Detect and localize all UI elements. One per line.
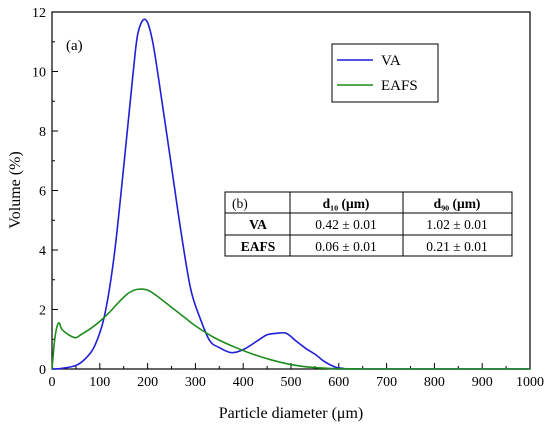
table-row-label-eafs: EAFS (241, 239, 276, 254)
x-tick-label: 300 (185, 375, 206, 390)
series-line-eafs (51, 288, 530, 370)
x-tick-label: 1000 (516, 375, 544, 390)
series-layer (51, 18, 530, 370)
table-cell-va-d90: 1.02 ± 0.01 (426, 217, 487, 232)
x-tick-label: 700 (376, 375, 397, 390)
x-tick-label: 900 (472, 375, 493, 390)
legend-box (331, 43, 439, 103)
table-corner-label: (b) (232, 196, 248, 211)
table-row-label-va: VA (249, 217, 267, 232)
x-tick-label: 600 (328, 375, 349, 390)
series-line-va (51, 18, 530, 370)
y-tick-label: 0 (39, 363, 46, 378)
panel-label: (a) (66, 38, 83, 54)
y-tick-label: 4 (39, 244, 46, 259)
table-header-d90: d₉₀ (μm) (434, 196, 481, 211)
x-axis-ticks: 0 100 200 300 400 500 600 700 800 900 1000 (49, 363, 544, 390)
table-cell-eafs-d10: 0.06 ± 0.01 (315, 239, 376, 254)
legend-label-eafs: EAFS (381, 78, 418, 94)
table-header-d10: d₁₀ (μm) (323, 196, 370, 211)
inset-table: (b) d₁₀ (μm) d₉₀ (μm) VA 0.42 ± 0.01 1.0… (224, 191, 513, 257)
y-tick-label: 6 (39, 185, 46, 200)
x-tick-label: 0 (49, 375, 56, 390)
legend-label-va: VA (381, 53, 401, 69)
y-axis-title: Volume (%) (7, 151, 24, 228)
y-tick-label: 10 (32, 66, 46, 81)
y-tick-label: 12 (32, 6, 46, 21)
x-tick-label: 200 (137, 375, 158, 390)
y-axis-ticks: 0 2 4 6 8 10 12 (32, 6, 58, 378)
x-tick-label: 800 (424, 375, 445, 390)
table-border (224, 191, 513, 257)
x-tick-label: 100 (89, 375, 110, 390)
plot-frame (51, 11, 531, 370)
table-cell-eafs-d90: 0.21 ± 0.01 (426, 239, 487, 254)
legend: VA EAFS (331, 43, 439, 103)
y-tick-label: 8 (39, 125, 46, 140)
y-tick-label: 2 (39, 304, 46, 319)
x-tick-label: 500 (281, 375, 302, 390)
x-tick-label: 400 (233, 375, 254, 390)
x-axis-title: Particle diameter (μm) (219, 405, 364, 422)
table-cell-va-d10: 0.42 ± 0.01 (315, 217, 376, 232)
